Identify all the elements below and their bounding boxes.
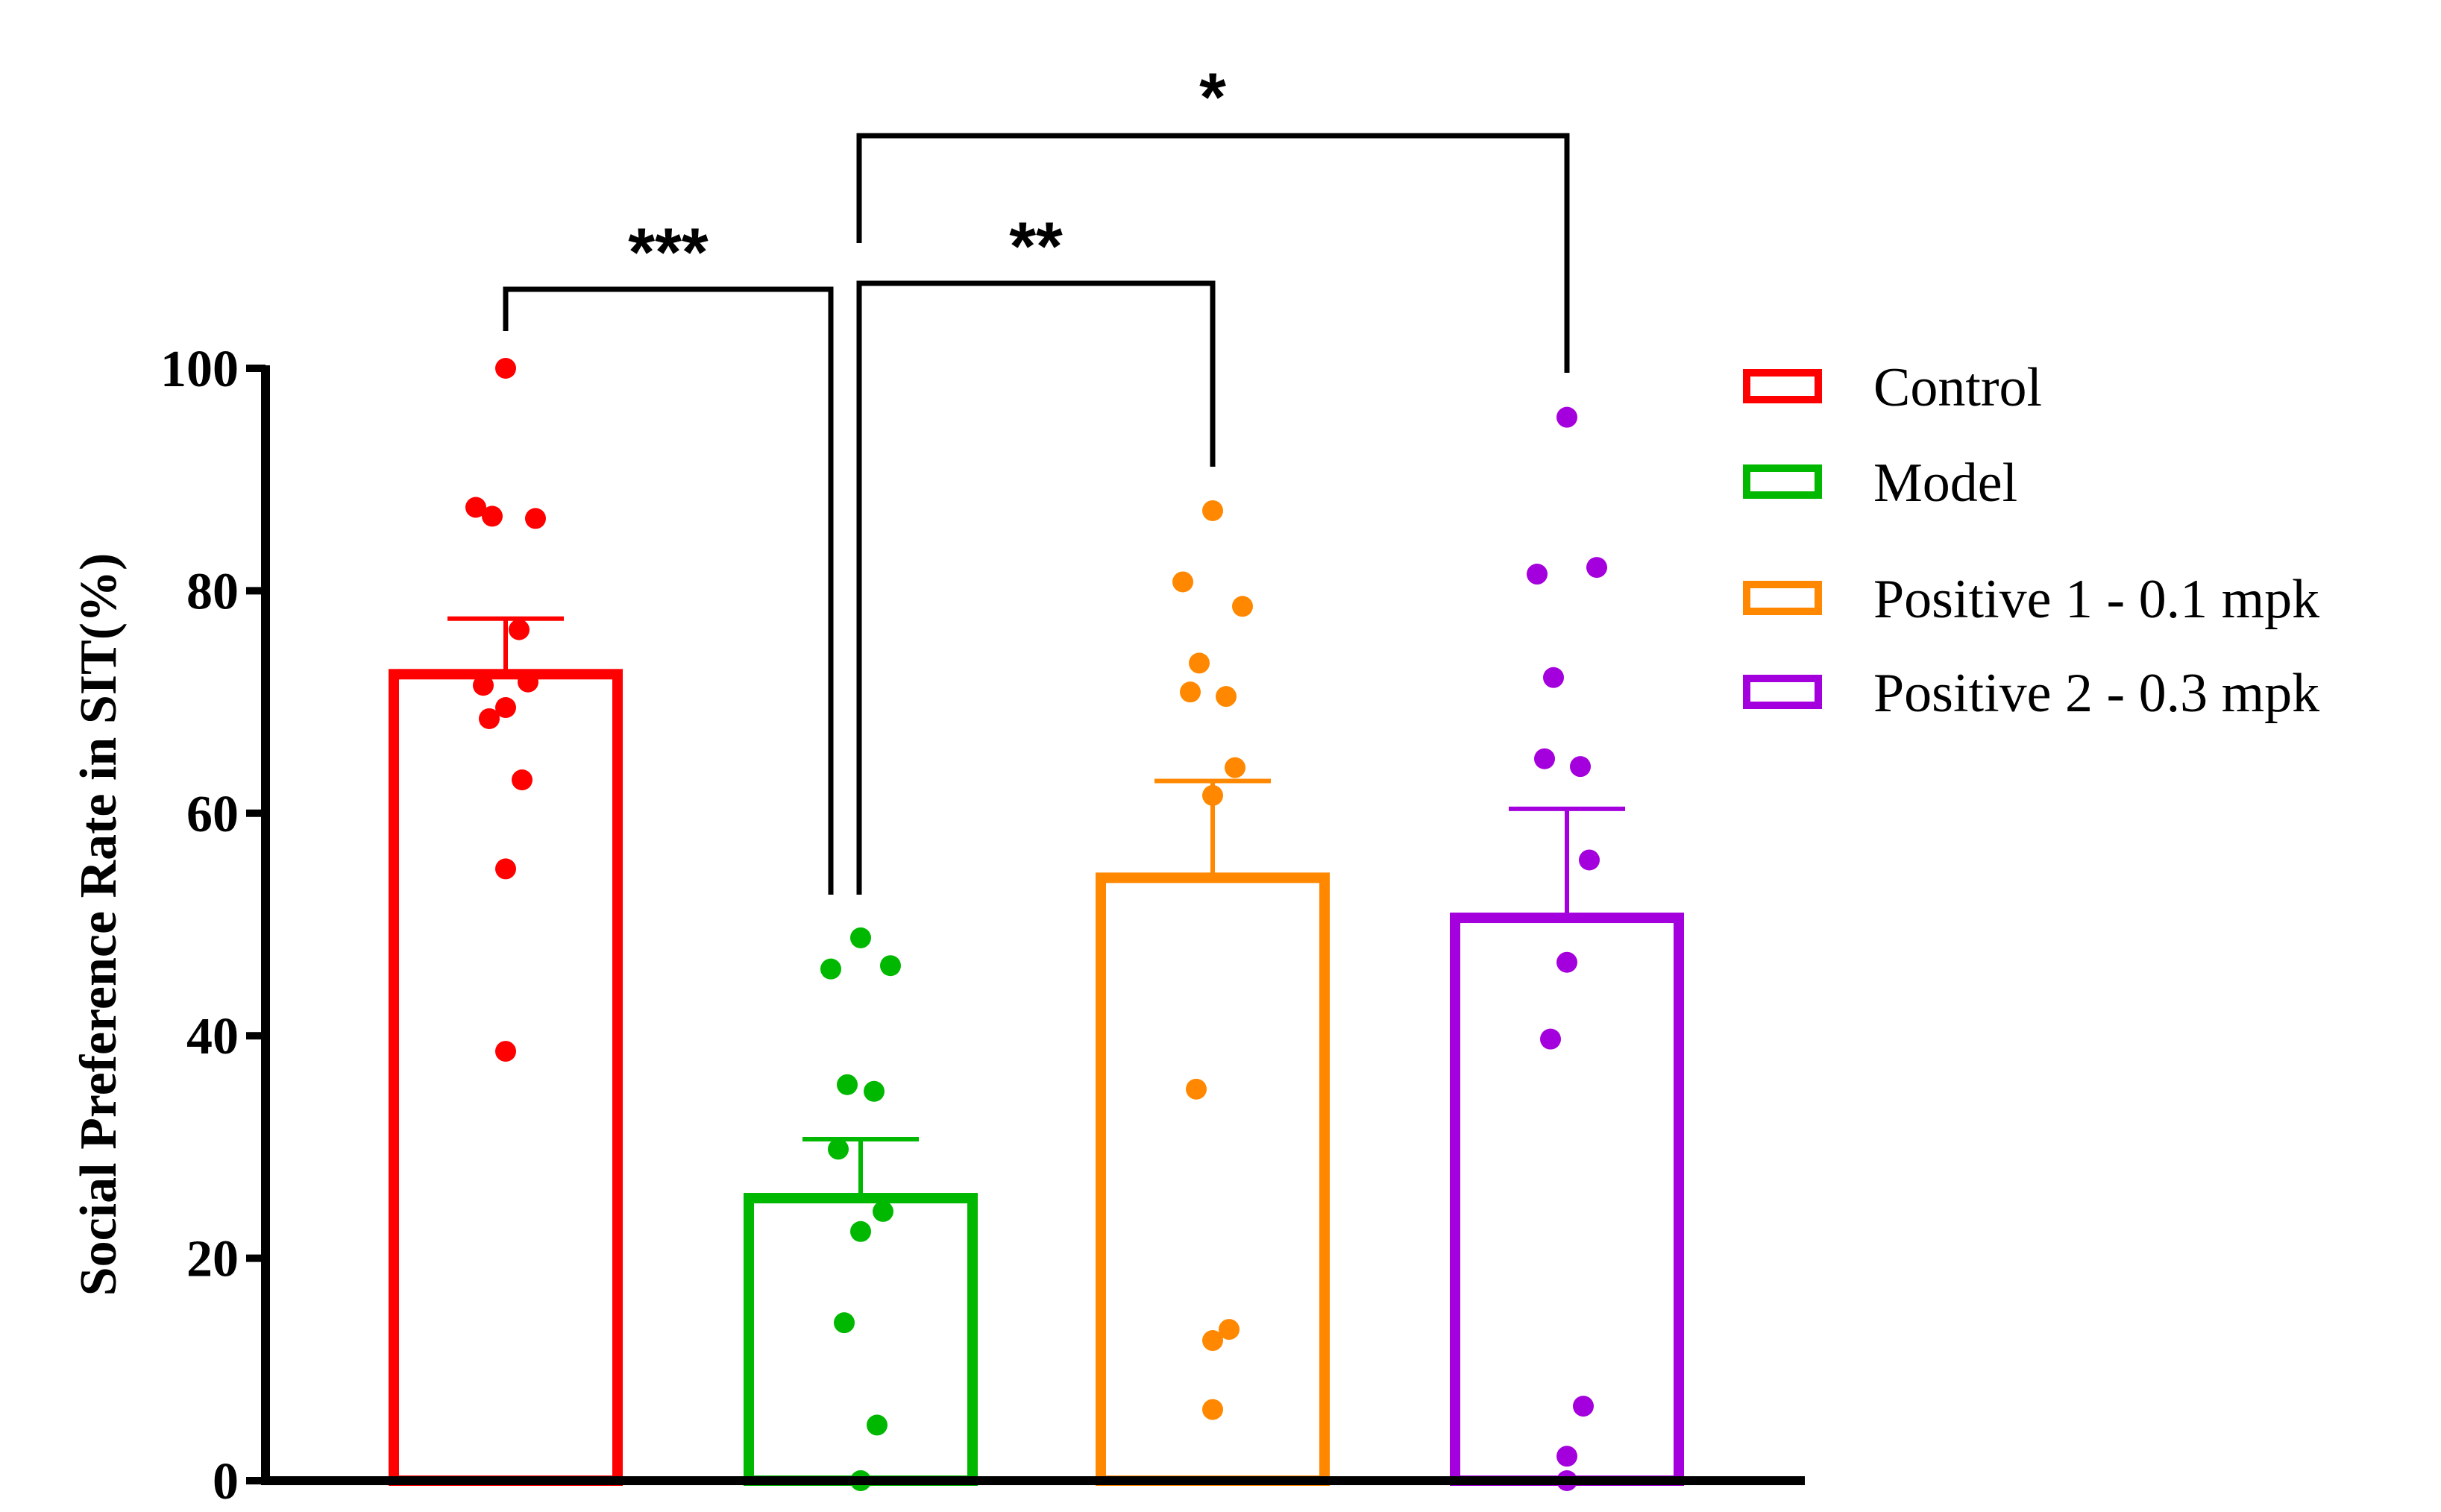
data-point-1-8 (834, 1312, 855, 1334)
data-point-1-1 (820, 958, 841, 980)
data-point-2-10 (1202, 1330, 1223, 1352)
data-point-2-7 (1202, 784, 1223, 806)
data-point-0-5 (473, 675, 494, 696)
legend-label-0: Control (1873, 357, 2042, 418)
data-point-0-2 (525, 508, 546, 529)
data-point-0-11 (495, 1041, 516, 1062)
data-point-3-6 (1579, 849, 1600, 871)
data-point-3-0 (1556, 406, 1577, 428)
data-point-2-3 (1189, 652, 1210, 674)
data-point-1-4 (864, 1080, 885, 1102)
bar-0 (389, 669, 623, 1486)
data-point-3-10 (1556, 1446, 1577, 1467)
data-point-2-11 (1202, 1399, 1223, 1420)
significance-bracket-0 (503, 286, 834, 895)
data-point-1-9 (867, 1414, 888, 1436)
significance-bracket-2 (856, 133, 1570, 373)
data-point-0-10 (495, 858, 516, 880)
legend-swatch-3 (1743, 675, 1822, 709)
legend-swatch-0 (1743, 369, 1822, 403)
data-point-3-4 (1570, 756, 1591, 778)
data-point-2-1 (1172, 571, 1193, 593)
significance-label-2: * (1199, 60, 1226, 136)
y-tick-label-4: 80 (186, 563, 239, 620)
data-point-0-0 (495, 358, 516, 379)
data-point-1-3 (837, 1074, 858, 1095)
data-point-3-2 (1586, 557, 1607, 579)
bar-2 (1096, 872, 1330, 1487)
legend-label-1: Model (1873, 453, 2017, 514)
y-tick-label-5: 100 (160, 341, 239, 398)
y-tick-label-3: 60 (186, 786, 239, 843)
data-point-2-8 (1186, 1078, 1207, 1100)
data-point-1-5 (828, 1138, 849, 1160)
data-point-0-7 (495, 697, 516, 719)
data-point-3-8 (1540, 1028, 1561, 1050)
legend-swatch-2 (1743, 581, 1822, 615)
data-point-1-6 (873, 1200, 893, 1222)
significance-bracket-1 (856, 280, 1216, 895)
data-point-0-4 (509, 619, 530, 640)
data-point-2-0 (1202, 500, 1223, 521)
legend-label-2: Positive 1 - 0.1 mpk (1873, 569, 2319, 630)
data-point-2-5 (1180, 681, 1201, 703)
bar-3 (1450, 913, 1684, 1486)
data-point-3-5 (1534, 748, 1555, 769)
data-point-2-9 (1219, 1319, 1240, 1341)
data-point-2-2 (1232, 596, 1253, 617)
y-tick-label-2: 40 (186, 1008, 239, 1065)
data-point-3-1 (1527, 564, 1548, 585)
data-point-1-7 (850, 1220, 871, 1242)
legend-swatch-1 (1743, 464, 1822, 499)
data-point-2-4 (1216, 686, 1237, 708)
data-point-3-3 (1543, 667, 1564, 688)
data-point-0-9 (512, 769, 533, 791)
data-point-2-6 (1225, 757, 1245, 778)
significance-label-1: ** (1009, 209, 1063, 285)
y-tick-label-0: 0 (213, 1453, 239, 1511)
data-point-1-2 (880, 955, 901, 977)
significance-label-0: *** (628, 215, 709, 291)
data-point-3-7 (1556, 951, 1577, 973)
data-point-3-9 (1573, 1396, 1594, 1417)
legend-label-3: Positive 2 - 0.3 mpk (1873, 663, 2319, 724)
data-point-0-8 (479, 708, 500, 729)
data-point-0-6 (518, 671, 538, 693)
y-axis-title: Social Preference Rate in SIT(%) (70, 553, 128, 1297)
data-point-0-1 (465, 497, 486, 518)
data-point-0-3 (482, 505, 503, 527)
data-point-1-0 (850, 927, 871, 948)
y-tick-label-1: 20 (186, 1231, 239, 1288)
